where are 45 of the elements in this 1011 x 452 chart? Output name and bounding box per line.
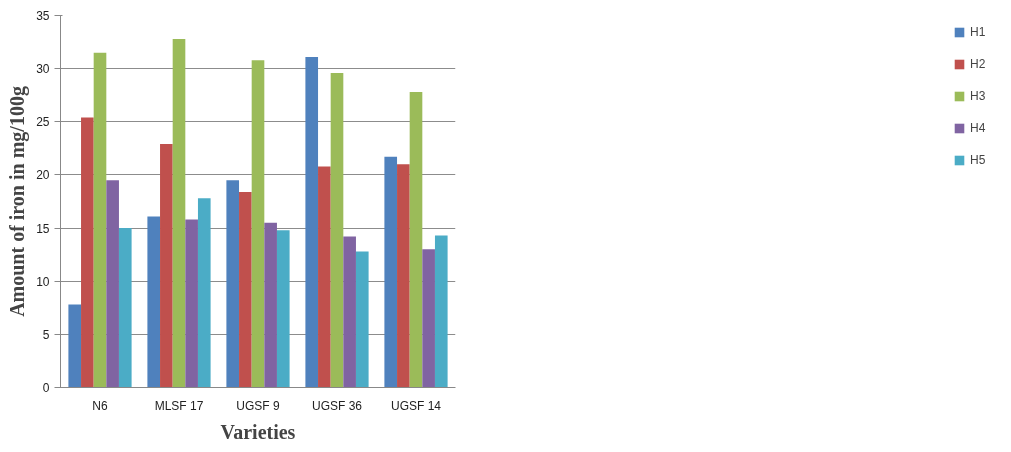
y-tick-label: 10 (36, 274, 50, 289)
bar (355, 251, 369, 388)
bar (147, 216, 161, 388)
x-tick-label: N6 (92, 398, 108, 413)
legend-label: H1 (970, 25, 987, 39)
bar (226, 180, 240, 388)
x-tick-label: UGSF 9 (236, 398, 280, 413)
x-tick-label: MLSF 17 (154, 398, 204, 413)
bar (384, 156, 398, 388)
y-tick-label: 35 (36, 9, 50, 23)
x-axis-title: Varieties (220, 420, 296, 443)
y-tick-label: 20 (36, 168, 50, 183)
x-tick-label: UGSF 14 (390, 398, 442, 413)
bar (160, 144, 173, 388)
legend-label: H4 (970, 121, 987, 135)
y-tick-label: 5 (42, 327, 50, 342)
bar (276, 230, 290, 388)
legend-label: H5 (970, 153, 987, 167)
y-tick-label: 25 (36, 115, 50, 130)
bar (81, 117, 94, 388)
bar (172, 38, 186, 388)
y-axis-title: Amount of iron in mg/100g (6, 86, 30, 317)
bar (409, 92, 423, 388)
y-tick-label: 15 (36, 221, 50, 236)
legend-label: H2 (970, 57, 987, 71)
bar (264, 222, 277, 388)
x-tick-label: UGSF 36 (311, 398, 363, 413)
bar (93, 52, 107, 388)
bar (318, 166, 331, 388)
legend-label: H3 (970, 89, 987, 103)
bar (185, 219, 198, 388)
bar (330, 72, 344, 388)
bar (118, 228, 132, 388)
bar (397, 164, 410, 388)
bar (343, 236, 356, 388)
y-tick-label: 30 (36, 62, 50, 77)
bar (422, 249, 435, 388)
bar (106, 180, 119, 388)
bar (434, 235, 448, 388)
bar (251, 60, 265, 388)
bar (68, 304, 82, 388)
bar (197, 198, 211, 388)
y-tick-label: 0 (42, 381, 50, 395)
bar (239, 191, 252, 388)
bar (305, 56, 319, 388)
